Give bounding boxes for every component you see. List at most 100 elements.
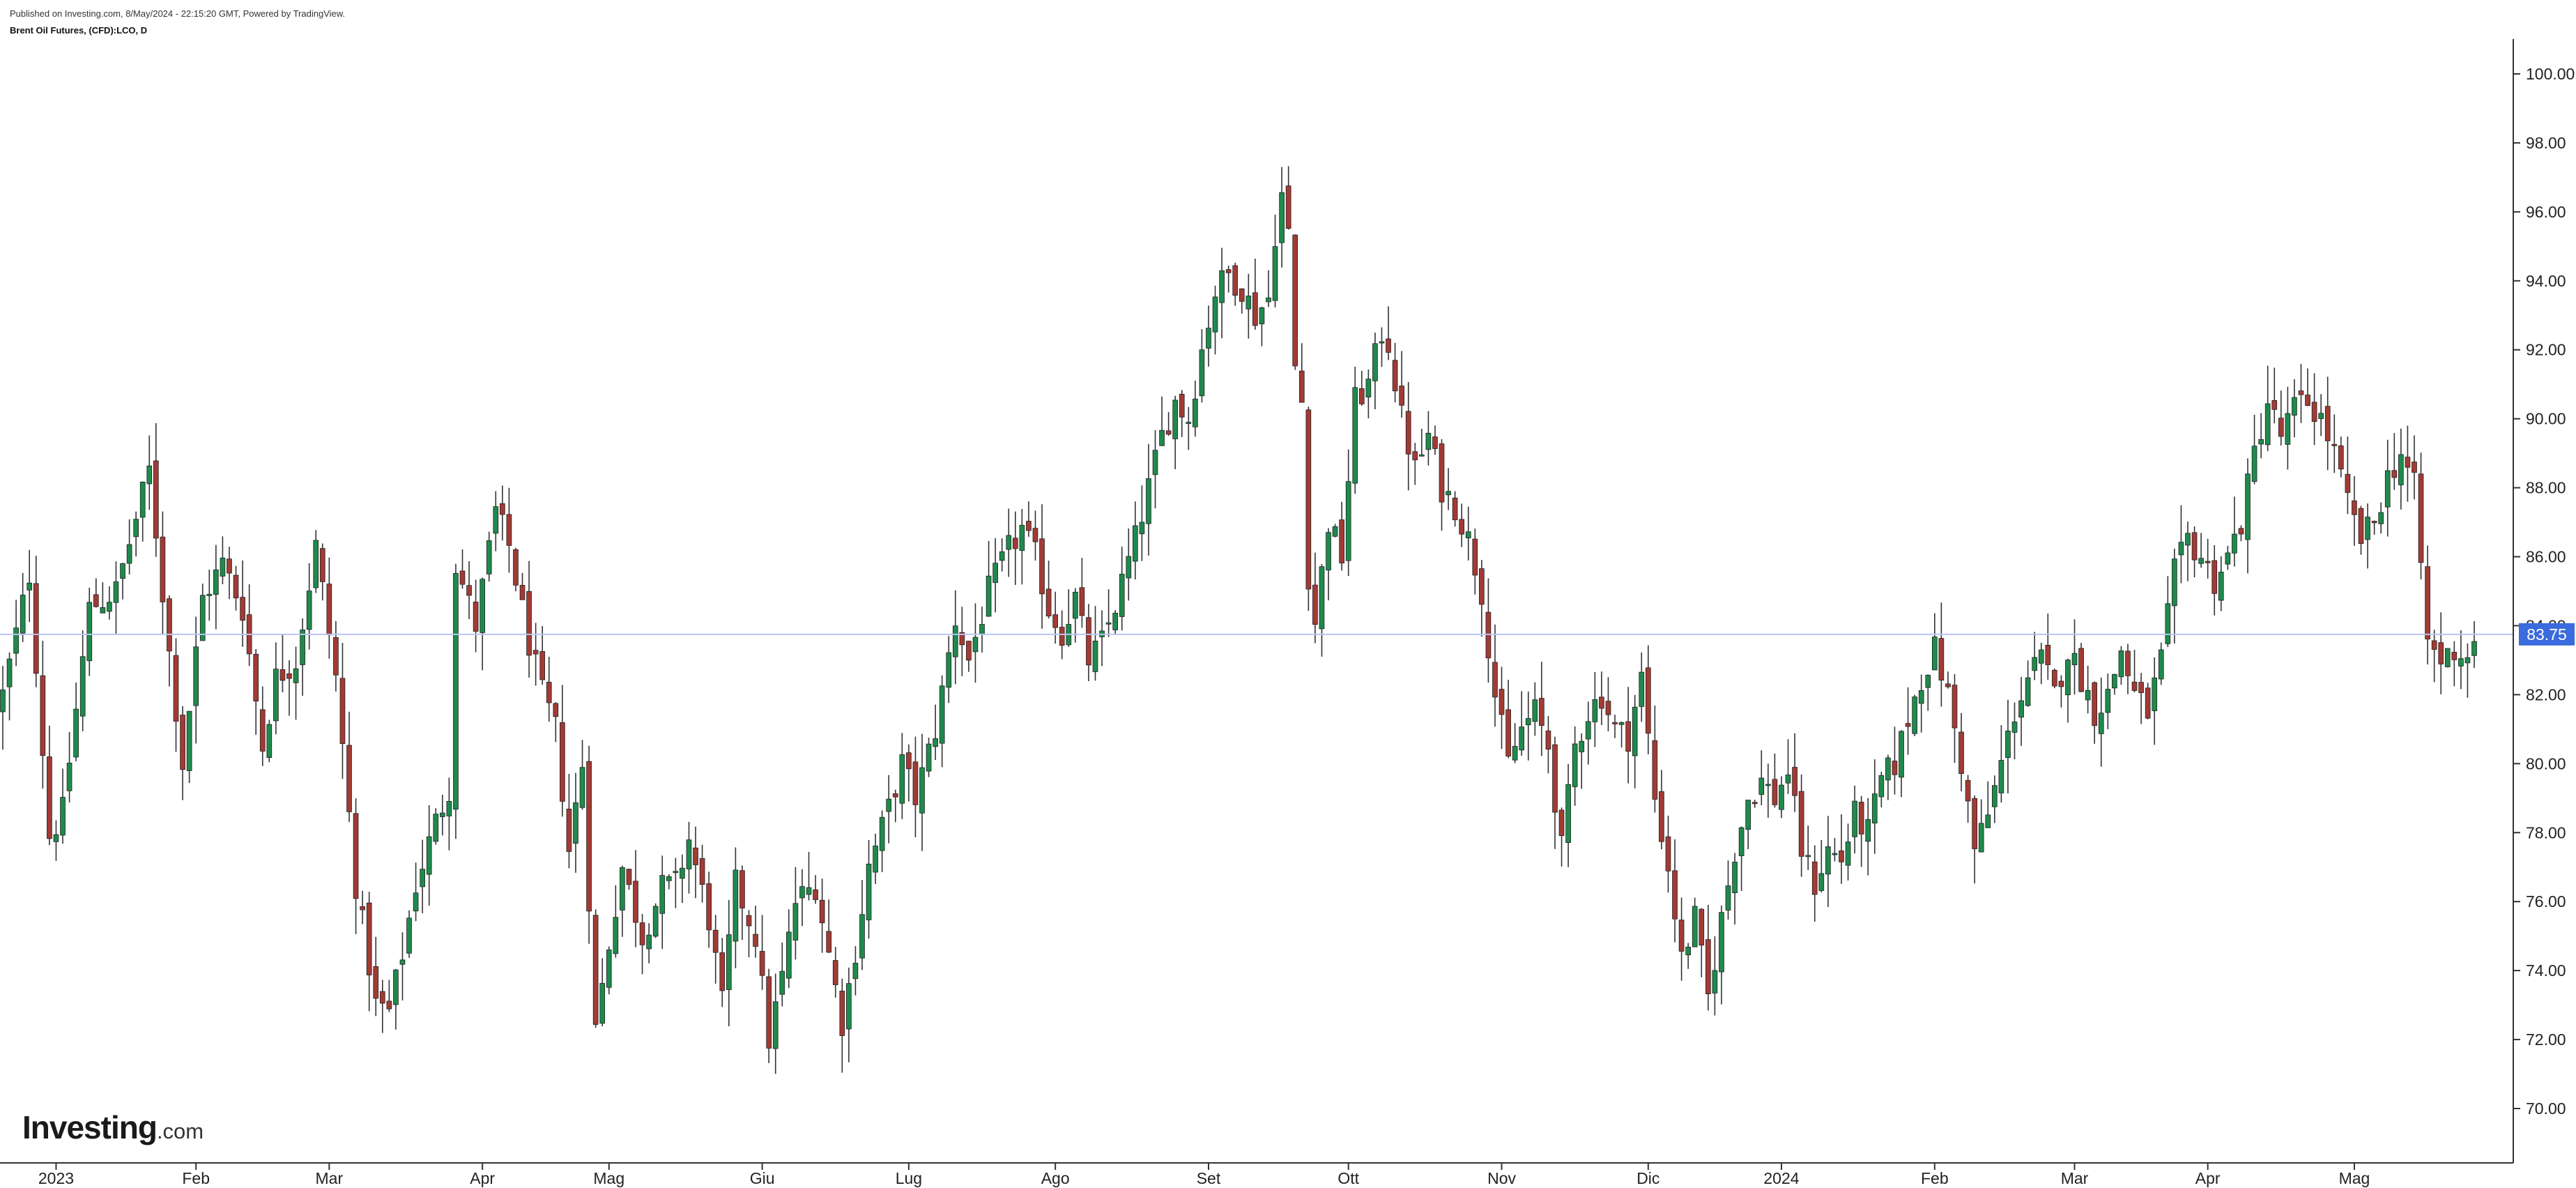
candle-up[interactable] — [1219, 270, 1225, 303]
candle-up[interactable] — [1133, 525, 1138, 562]
candle-down[interactable] — [2238, 528, 2244, 535]
candle-down[interactable] — [1298, 370, 1305, 403]
candle-up[interactable] — [420, 869, 425, 888]
candle-up[interactable] — [846, 983, 852, 1030]
candle-up[interactable] — [273, 669, 279, 722]
candle-up[interactable] — [2292, 397, 2297, 416]
candle-up[interactable] — [1991, 785, 1998, 807]
candle-up[interactable] — [879, 816, 885, 851]
candle-down[interactable] — [719, 952, 726, 991]
candle-up[interactable] — [606, 950, 612, 988]
candle-up[interactable] — [1172, 399, 1179, 439]
candle-down[interactable] — [813, 889, 818, 900]
candle-down[interactable] — [333, 637, 339, 676]
candle-down[interactable] — [2145, 687, 2151, 719]
candle-up[interactable] — [866, 863, 872, 920]
candle-up[interactable] — [393, 969, 399, 1005]
candle-down[interactable] — [1652, 740, 1658, 800]
candle-up[interactable] — [453, 572, 459, 810]
candle-down[interactable] — [2352, 500, 2357, 515]
candle-down[interactable] — [1952, 685, 1958, 729]
candle-up[interactable] — [2165, 603, 2171, 644]
candle-down[interactable] — [173, 655, 179, 722]
candle-up[interactable] — [2258, 439, 2264, 445]
candle-up[interactable] — [2232, 533, 2237, 554]
candle-down[interactable] — [33, 583, 39, 674]
candle-up[interactable] — [1978, 823, 1984, 853]
candle-down[interactable] — [2305, 395, 2310, 406]
candle-down[interactable] — [712, 929, 719, 953]
candle-up[interactable] — [2398, 454, 2404, 485]
candle-down[interactable] — [566, 808, 572, 852]
candle-down[interactable] — [553, 703, 559, 717]
candle-up[interactable] — [733, 869, 739, 942]
candle-up[interactable] — [26, 582, 33, 591]
candle-up[interactable] — [107, 602, 112, 612]
candle-up[interactable] — [2065, 660, 2071, 696]
candle-down[interactable] — [326, 584, 332, 636]
candle-up[interactable] — [2444, 648, 2451, 667]
candle-down[interactable] — [2338, 446, 2344, 470]
candle-up[interactable] — [1199, 349, 1205, 397]
candle-up[interactable] — [1825, 846, 1831, 875]
candle-down[interactable] — [1505, 709, 1511, 756]
candle-up[interactable] — [1119, 574, 1125, 617]
candle-down[interactable] — [1659, 791, 1664, 842]
candle-down[interactable] — [2371, 521, 2377, 524]
candle-up[interactable] — [1719, 912, 1724, 973]
candle-down[interactable] — [1545, 730, 1551, 749]
candle-up[interactable] — [1805, 855, 1811, 858]
candle-up[interactable] — [126, 544, 132, 564]
candle-down[interactable] — [1305, 409, 1312, 590]
candle-up[interactable] — [992, 563, 998, 583]
candle-down[interactable] — [1772, 779, 1778, 805]
candle-up[interactable] — [986, 575, 992, 617]
candle-up[interactable] — [1159, 429, 1165, 446]
candle-down[interactable] — [2425, 566, 2430, 640]
candle-up[interactable] — [646, 934, 652, 950]
candle-up[interactable] — [573, 802, 578, 844]
candle-down[interactable] — [2058, 680, 2064, 687]
candle-down[interactable] — [1239, 288, 1245, 302]
candle-up[interactable] — [1745, 800, 1751, 830]
candle-up[interactable] — [2458, 658, 2464, 667]
candle-down[interactable] — [180, 715, 185, 770]
candle-up[interactable] — [2158, 649, 2164, 680]
candle-down[interactable] — [373, 966, 379, 999]
candle-up[interactable] — [2152, 677, 2158, 711]
candle-down[interactable] — [1539, 698, 1544, 726]
candle-down[interactable] — [47, 756, 52, 839]
candle-down[interactable] — [2418, 473, 2424, 563]
candle-down[interactable] — [592, 915, 599, 1025]
candle-up[interactable] — [1372, 343, 1378, 381]
candle-up[interactable] — [1885, 757, 1891, 781]
candle-up[interactable] — [873, 845, 878, 873]
candle-down[interactable] — [1225, 269, 1232, 273]
candle-down[interactable] — [1798, 791, 1804, 857]
candle-up[interactable] — [66, 763, 72, 791]
candle-down[interactable] — [1839, 850, 1844, 862]
candle-down[interactable] — [1452, 497, 1458, 521]
candle-up[interactable] — [1259, 307, 1265, 325]
candle-down[interactable] — [699, 858, 705, 885]
candle-up[interactable] — [859, 914, 865, 959]
candle-down[interactable] — [1498, 689, 1505, 715]
candle-down[interactable] — [1612, 722, 1618, 724]
candle-down[interactable] — [1599, 696, 1604, 709]
candle-down[interactable] — [546, 682, 552, 703]
candle-up[interactable] — [1332, 526, 1338, 537]
candle-up[interactable] — [220, 557, 226, 577]
candle-up[interactable] — [1758, 777, 1765, 795]
candle-up[interactable] — [1639, 671, 1645, 707]
candle-down[interactable] — [1179, 393, 1185, 418]
candle-up[interactable] — [886, 798, 892, 812]
candle-down[interactable] — [286, 673, 292, 679]
candle-down[interactable] — [2045, 645, 2051, 665]
candle-down[interactable] — [1625, 721, 1631, 752]
candle-down[interactable] — [1086, 617, 1091, 666]
candle-up[interactable] — [1139, 521, 1145, 535]
candle-up[interactable] — [1465, 531, 1471, 539]
candle-up[interactable] — [213, 569, 219, 595]
candle-up[interactable] — [772, 1001, 779, 1049]
candle-down[interactable] — [1699, 908, 1705, 946]
